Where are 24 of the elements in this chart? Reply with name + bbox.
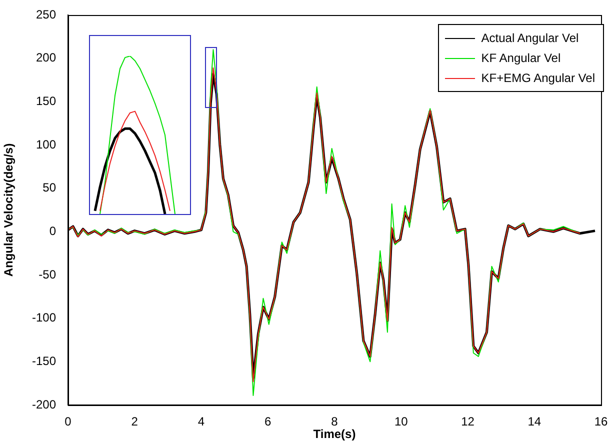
y-tick-label: 50 — [42, 180, 56, 195]
x-tick-label: 2 — [131, 414, 138, 429]
x-tick-label: 14 — [528, 414, 542, 429]
legend-label: Actual Angular Vel — [481, 31, 579, 45]
y-tick-label: -100 — [32, 310, 56, 325]
y-tick-label: 200 — [36, 50, 56, 65]
x-tick-label: 0 — [64, 414, 72, 429]
x-tick-label: 12 — [461, 414, 475, 429]
x-axis-title: Time(s) — [313, 427, 356, 442]
x-tick-label: 6 — [264, 414, 272, 429]
x-tick-label: 4 — [198, 414, 205, 429]
y-tick-label: -150 — [32, 354, 56, 368]
y-tick-label: -50 — [38, 267, 56, 282]
legend-label: KF Angular Vel — [481, 51, 561, 65]
y-axis-title: Angular Velocity(deg/s) — [2, 143, 16, 277]
y-tick-label: -200 — [32, 397, 56, 412]
x-tick-label: 10 — [394, 414, 408, 429]
x-tick-label: 8 — [331, 414, 338, 429]
legend-label: KF+EMG Angular Vel — [481, 71, 595, 85]
y-tick-label: 150 — [36, 94, 56, 108]
x-tick-label: 16 — [594, 414, 608, 429]
y-tick-label: 0 — [49, 224, 56, 238]
y-tick-label: 250 — [36, 7, 56, 22]
y-tick-label: 100 — [36, 137, 56, 152]
